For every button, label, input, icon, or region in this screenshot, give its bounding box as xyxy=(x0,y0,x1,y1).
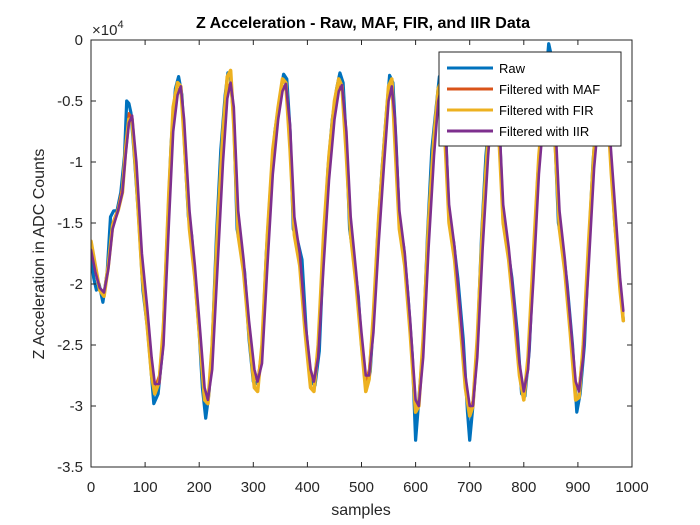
x-tick-label: 700 xyxy=(457,479,482,496)
series-line-iir xyxy=(91,74,625,408)
x-tick-label: 0 xyxy=(87,479,95,496)
y-tick-label: -1 xyxy=(70,154,83,171)
y-axis-label: Z Acceleration in ADC Counts xyxy=(31,149,48,360)
x-tick-label: 900 xyxy=(565,479,590,496)
y-tick-label: -0.5 xyxy=(57,93,83,110)
x-tick-label: 600 xyxy=(403,479,428,496)
series-layer xyxy=(91,42,626,442)
plot-area: 0 100 200 300 400 500 600 700 800 900 1000 0 -0.5 -1… xyxy=(57,32,649,496)
y-axis: 0 -0.5 -1 -1.5 -2 -2.5 -3 -3.5 xyxy=(57,32,632,476)
x-axis-label: samples xyxy=(331,502,391,519)
legend-label-raw: Raw xyxy=(499,61,526,76)
y-tick-label: -2 xyxy=(70,276,83,293)
y-exponent-power: 4 xyxy=(117,19,123,31)
x-tick-label: 800 xyxy=(511,479,536,496)
y-tick-label: 0 xyxy=(75,32,83,49)
legend-label-maf: Filtered with MAF xyxy=(499,82,600,97)
x-tick-label: 300 xyxy=(241,479,266,496)
x-tick-label: 100 xyxy=(133,479,158,496)
chart-title: Z Acceleration - Raw, MAF, FIR, and IIR … xyxy=(196,15,530,32)
y-tick-label: -3 xyxy=(70,398,83,415)
y-exponent-label: ×104 xyxy=(92,19,124,39)
legend-label-iir: Filtered with IIR xyxy=(499,124,589,139)
x-tick-label: 1000 xyxy=(615,479,648,496)
x-tick-label: 400 xyxy=(295,479,320,496)
x-tick-label: 500 xyxy=(349,479,374,496)
y-tick-label: -1.5 xyxy=(57,215,83,232)
y-tick-label: -2.5 xyxy=(57,337,83,354)
legend-label-fir: Filtered with FIR xyxy=(499,103,594,118)
x-tick-label: 200 xyxy=(187,479,212,496)
x-axis: 0 100 200 300 400 500 600 700 800 900 1000 xyxy=(87,40,649,496)
y-tick-label: -3.5 xyxy=(57,459,83,476)
legend: Raw Filtered with MAF Filtered with FIR Fil… xyxy=(438,51,622,147)
y-exponent-base: ×10 xyxy=(92,22,117,39)
